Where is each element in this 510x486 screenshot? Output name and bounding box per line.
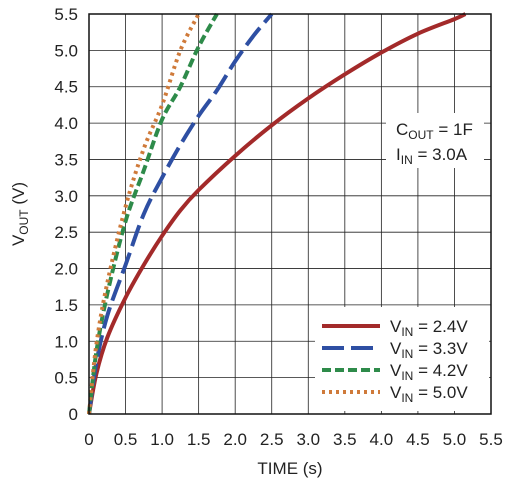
x-tick-label: 2.0 [223, 430, 247, 449]
y-axis-label-unit: (V) [9, 182, 28, 209]
series-line-2 [87, 12, 274, 415]
y-tick-labels: 0 0.5 1.0 1.5 2.0 2.5 3.0 3.5 4.0 4.5 5.0 5.5 [54, 5, 78, 424]
y-tick-label: 1.5 [54, 296, 78, 315]
y-tick-label: 3.0 [54, 187, 78, 206]
grid [89, 14, 491, 414]
annotation-iin: IIN = 3.0A [396, 145, 468, 167]
legend-label-2: VIN = 3.3V [390, 339, 468, 361]
x-tick-label: 0 [84, 430, 93, 449]
y-tick-label: 0 [69, 405, 78, 424]
x-tick-labels: 0 0.5 1.0 1.5 2.0 2.5 3.0 3.5 4.0 4.5 5.0 5.5 [84, 430, 503, 449]
series-lines [87, 12, 467, 415]
y-axis-label-main: V [9, 234, 28, 246]
svg-text:VOUT (V): VOUT (V) [9, 182, 31, 246]
series-line-1 [87, 12, 467, 415]
x-tick-label: 0.5 [114, 430, 138, 449]
y-tick-label: 4.5 [54, 78, 78, 97]
x-tick-label: 5.0 [443, 430, 467, 449]
x-axis-label: TIME (s) [257, 459, 322, 478]
legend-label-3: VIN = 4.2V [390, 361, 468, 383]
y-tick-label: 2.0 [54, 260, 78, 279]
annotation-box: COUT = 1F IIN = 3.0A [386, 113, 484, 168]
legend-label-4: VIN = 5.0V [390, 383, 468, 405]
x-tick-label: 1.5 [187, 430, 211, 449]
y-tick-label: 3.5 [54, 150, 78, 169]
x-tick-label: 4.0 [370, 430, 394, 449]
y-tick-label: 1.0 [54, 332, 78, 351]
annotation-cout: COUT = 1F [396, 120, 473, 142]
y-tick-label: 5.5 [54, 5, 78, 24]
series-line-3 [87, 13, 219, 415]
x-tick-label: 1.0 [150, 430, 174, 449]
x-tick-label: 5.5 [479, 430, 503, 449]
y-tick-label: 0.5 [54, 369, 78, 388]
y-axis-label-sub: OUT [17, 209, 31, 235]
x-tick-label: 3.0 [296, 430, 320, 449]
x-tick-label: 3.5 [333, 430, 357, 449]
plot-frame [88, 13, 492, 415]
y-axis-label: VOUT (V) [9, 182, 31, 246]
y-tick-label: 5.0 [54, 41, 78, 60]
x-tick-label: 4.5 [406, 430, 430, 449]
y-tick-label: 4.0 [54, 114, 78, 133]
x-tick-label: 2.5 [260, 430, 284, 449]
legend-label-1: VIN = 2.4V [390, 317, 468, 339]
y-tick-label: 2.5 [54, 223, 78, 242]
